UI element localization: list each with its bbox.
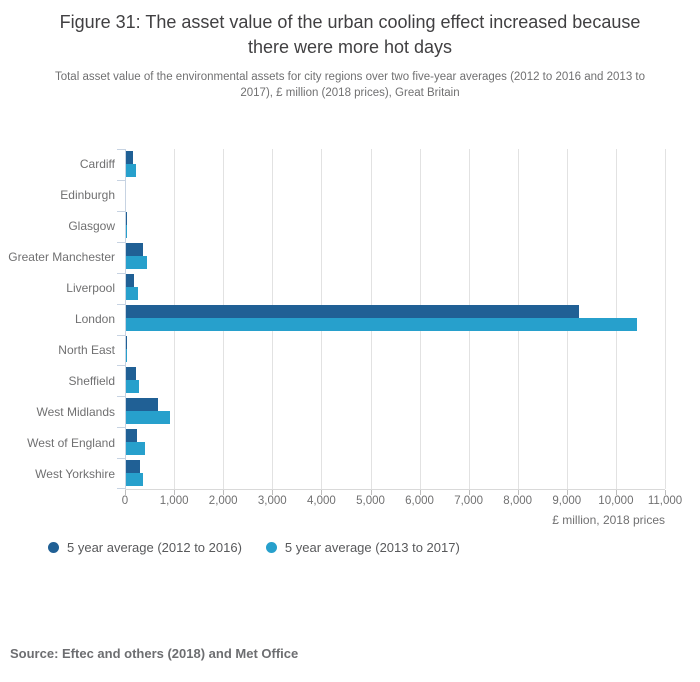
x-tick-label: 0 xyxy=(121,495,129,507)
x-axis-tick xyxy=(370,490,372,495)
category-label: West of England xyxy=(27,435,115,450)
x-tick-label: 7,000 xyxy=(454,495,483,507)
x-axis-tick xyxy=(468,490,470,495)
x-axis-tick xyxy=(174,490,176,495)
bar-2013-2017 xyxy=(126,472,143,486)
bar-2013-2017 xyxy=(126,163,137,177)
x-tick-label: 6,000 xyxy=(405,495,434,507)
legend-label-2013-2017: 5 year average (2013 to 2017) xyxy=(284,540,460,555)
x-axis-tick xyxy=(615,490,617,495)
plot-area xyxy=(117,149,666,490)
y-axis-tick xyxy=(117,179,125,181)
x-tick-label: 11,000 xyxy=(647,495,683,507)
bar-2013-2017 xyxy=(126,410,171,424)
x-axis-tick xyxy=(321,490,323,495)
y-axis-tick xyxy=(117,396,125,398)
legend-marker-dark-icon xyxy=(48,542,59,553)
y-axis-tick xyxy=(117,458,125,460)
bar-2013-2017 xyxy=(126,287,138,301)
bar-2012-2016 xyxy=(126,274,134,288)
x-axis-tick xyxy=(419,490,421,495)
category-label: Greater Manchester xyxy=(8,250,115,265)
legend-marker-light-icon xyxy=(265,542,277,553)
category-label: Edinburgh xyxy=(60,188,115,203)
x-axis-tick xyxy=(566,490,568,495)
category-label: West Yorkshire xyxy=(35,466,115,481)
bar-2012-2016 xyxy=(126,366,137,380)
source-note: Source: Eftec and others (2018) and Met … xyxy=(10,646,299,661)
y-axis-tick xyxy=(117,365,125,367)
category-label: Glasgow xyxy=(68,219,115,234)
x-axis-tick xyxy=(665,490,666,495)
x-axis-tick xyxy=(517,490,519,495)
y-axis-tick xyxy=(117,241,125,243)
bar-2013-2017 xyxy=(126,318,637,331)
y-axis-line xyxy=(125,149,126,489)
chart-title: Figure 31: The asset value of the urban … xyxy=(59,12,641,57)
x-axis-line xyxy=(125,489,665,490)
y-axis-tick xyxy=(117,427,125,429)
category-label: North East xyxy=(58,342,115,357)
bar-2013-2017 xyxy=(126,225,128,239)
x-tick-label: 5,000 xyxy=(356,495,385,507)
bar-2013-2017 xyxy=(126,349,128,362)
legend-item-2013-2017: 5 year average (2013 to 2017) xyxy=(265,540,460,555)
y-axis-tick xyxy=(117,272,125,274)
y-axis-tick xyxy=(117,303,125,305)
category-label: West Midlands xyxy=(36,404,115,419)
x-tick-label: 4,000 xyxy=(307,495,336,507)
y-axis-tick xyxy=(117,334,125,336)
bar-2013-2017 xyxy=(126,441,145,455)
y-axis-tick xyxy=(117,488,125,489)
category-label: Sheffield xyxy=(68,373,115,388)
bar-2012-2016 xyxy=(126,397,158,411)
bar-2012-2016 xyxy=(126,459,141,473)
bar-2012-2016 xyxy=(126,305,579,318)
x-axis-tick xyxy=(223,490,225,495)
bar-2012-2016 xyxy=(126,150,134,164)
x-tick-label: 1,000 xyxy=(159,495,189,507)
bar-2013-2017 xyxy=(126,256,147,270)
category-label: London xyxy=(74,312,115,326)
category-label: Cardiff xyxy=(79,157,115,172)
x-axis-title: £ million, 2018 prices xyxy=(552,513,665,527)
y-axis-tick xyxy=(117,149,125,150)
bar-2012-2016 xyxy=(126,428,138,442)
legend-label-2012-2016: 5 year average (2012 to 2016) xyxy=(67,540,242,555)
legend-item-2012-2016: 5 year average (2012 to 2016) xyxy=(48,540,242,555)
y-axis-tick xyxy=(117,210,125,212)
bar-2012-2016 xyxy=(126,336,128,349)
x-tick-label: 10,000 xyxy=(598,495,634,507)
chart-subtitle: Total asset value of the environmental a… xyxy=(54,71,646,99)
gridline xyxy=(665,149,666,489)
x-tick-label: 2,000 xyxy=(208,495,238,507)
bar-2013-2017 xyxy=(126,379,139,393)
x-tick-label: 9,000 xyxy=(552,495,582,507)
x-tick-label: 8,000 xyxy=(503,495,533,507)
chart-legend: 5 year average (2012 to 2016) 5 year ave… xyxy=(48,540,460,555)
x-axis-tick xyxy=(272,490,274,495)
category-label: Liverpool xyxy=(66,281,115,296)
bar-2012-2016 xyxy=(126,243,144,257)
x-axis-tick xyxy=(125,490,126,495)
bar-2012-2016 xyxy=(126,212,128,226)
x-tick-label: 3,000 xyxy=(257,495,287,507)
